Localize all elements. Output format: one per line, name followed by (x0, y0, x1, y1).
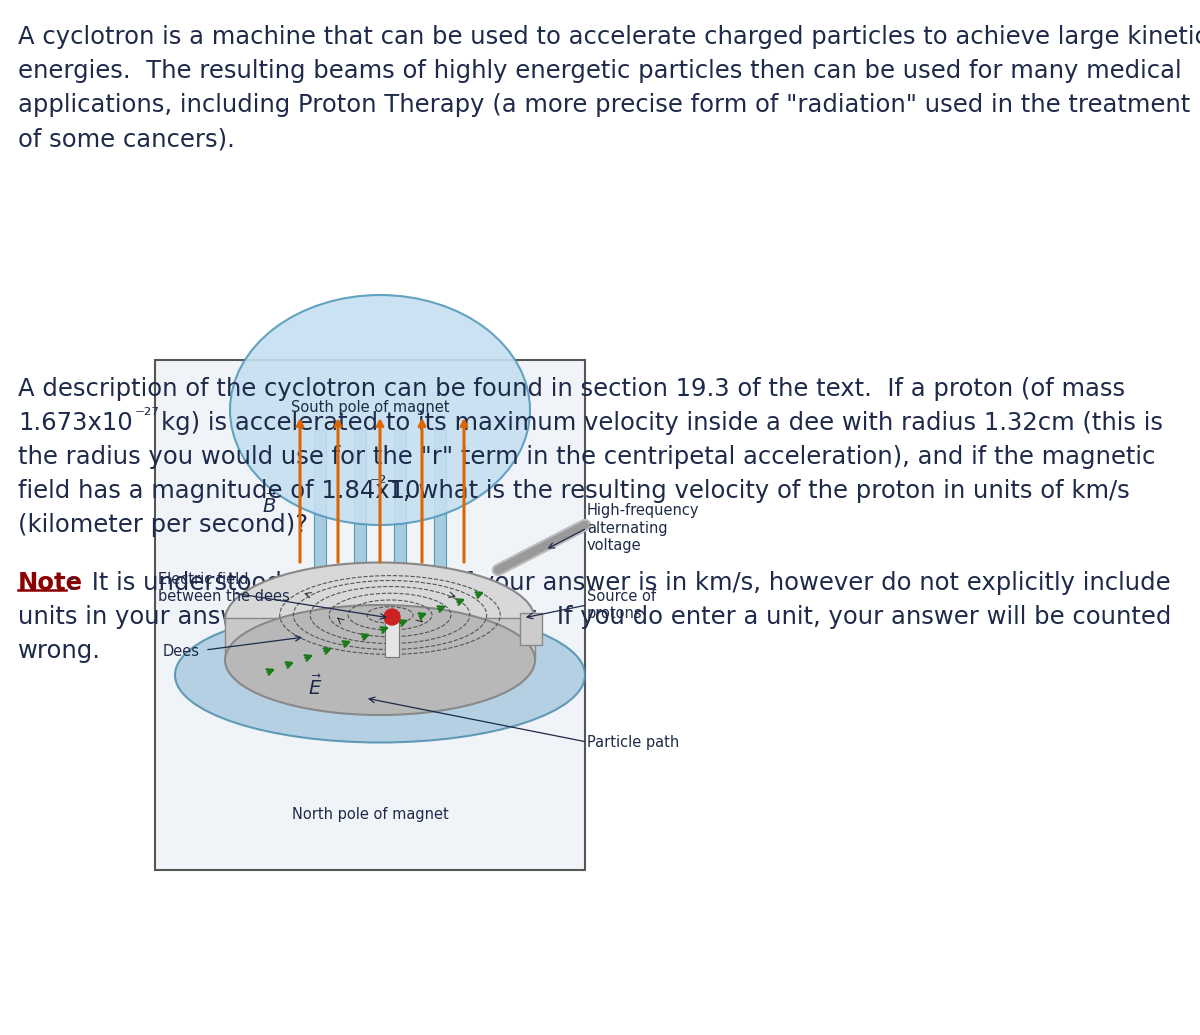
Bar (226, 618, 535, 660)
Text: High-frequency
alternating
voltage: High-frequency alternating voltage (587, 503, 700, 553)
Text: A description of the cyclotron can be found in section 19.3 of the text.  If a p: A description of the cyclotron can be fo… (18, 377, 1126, 401)
Bar (354, 430, 366, 570)
Text: of some cancers).: of some cancers). (18, 127, 235, 151)
Text: A cyclotron is a machine that can be used to accelerate charged particles to ach: A cyclotron is a machine that can be use… (18, 25, 1200, 49)
Text: T, what is the resulting velocity of the proton in units of km/s: T, what is the resulting velocity of the… (388, 479, 1129, 503)
Bar (155, 360, 586, 870)
Text: Electric field
between the dees: Electric field between the dees (158, 571, 289, 604)
Text: applications, including Proton Therapy (a more precise form of "radiation" used : applications, including Proton Therapy (… (18, 93, 1190, 117)
Text: the radius you would use for the "r" term in the centripetal acceleration), and : the radius you would use for the "r" ter… (18, 445, 1156, 469)
Text: :  It is understood that the unit of your answer is in km/s, however do not expl: : It is understood that the unit of your… (68, 571, 1171, 595)
Text: Particle path: Particle path (587, 735, 679, 749)
Text: field has a magnitude of 1.84x10: field has a magnitude of 1.84x10 (18, 479, 420, 503)
Text: Source of
protons: Source of protons (587, 589, 656, 621)
Text: Note: Note (18, 571, 83, 595)
Text: Dees: Dees (163, 645, 200, 659)
Text: units in your answer.  Enter only a number.  If you do enter a unit, your answer: units in your answer. Enter only a numbe… (18, 605, 1171, 629)
Text: $\vec{B}$: $\vec{B}$ (263, 493, 277, 518)
Ellipse shape (230, 295, 530, 525)
Text: North pole of magnet: North pole of magnet (292, 807, 449, 823)
Text: ⁻²: ⁻² (370, 474, 388, 493)
Text: 1.673x10: 1.673x10 (18, 411, 133, 435)
Text: $\vec{E}$: $\vec{E}$ (308, 675, 322, 699)
Ellipse shape (226, 562, 535, 678)
Bar (394, 430, 406, 570)
Text: wrong.: wrong. (18, 639, 101, 663)
Text: energies.  The resulting beams of highly energetic particles then can be used fo: energies. The resulting beams of highly … (18, 59, 1182, 83)
Bar (385, 612, 398, 657)
Text: ⁻²⁷: ⁻²⁷ (134, 406, 160, 425)
Text: South pole of magnet: South pole of magnet (290, 400, 449, 415)
Bar (434, 430, 446, 570)
Ellipse shape (226, 605, 535, 715)
Ellipse shape (175, 608, 586, 742)
Bar (520, 613, 542, 645)
Circle shape (384, 609, 400, 625)
Bar (314, 430, 326, 570)
Text: (kilometer per second)?: (kilometer per second)? (18, 513, 308, 537)
Text: kg) is accelerated to its maximum velocity inside a dee with radius 1.32cm (this: kg) is accelerated to its maximum veloci… (161, 411, 1163, 435)
